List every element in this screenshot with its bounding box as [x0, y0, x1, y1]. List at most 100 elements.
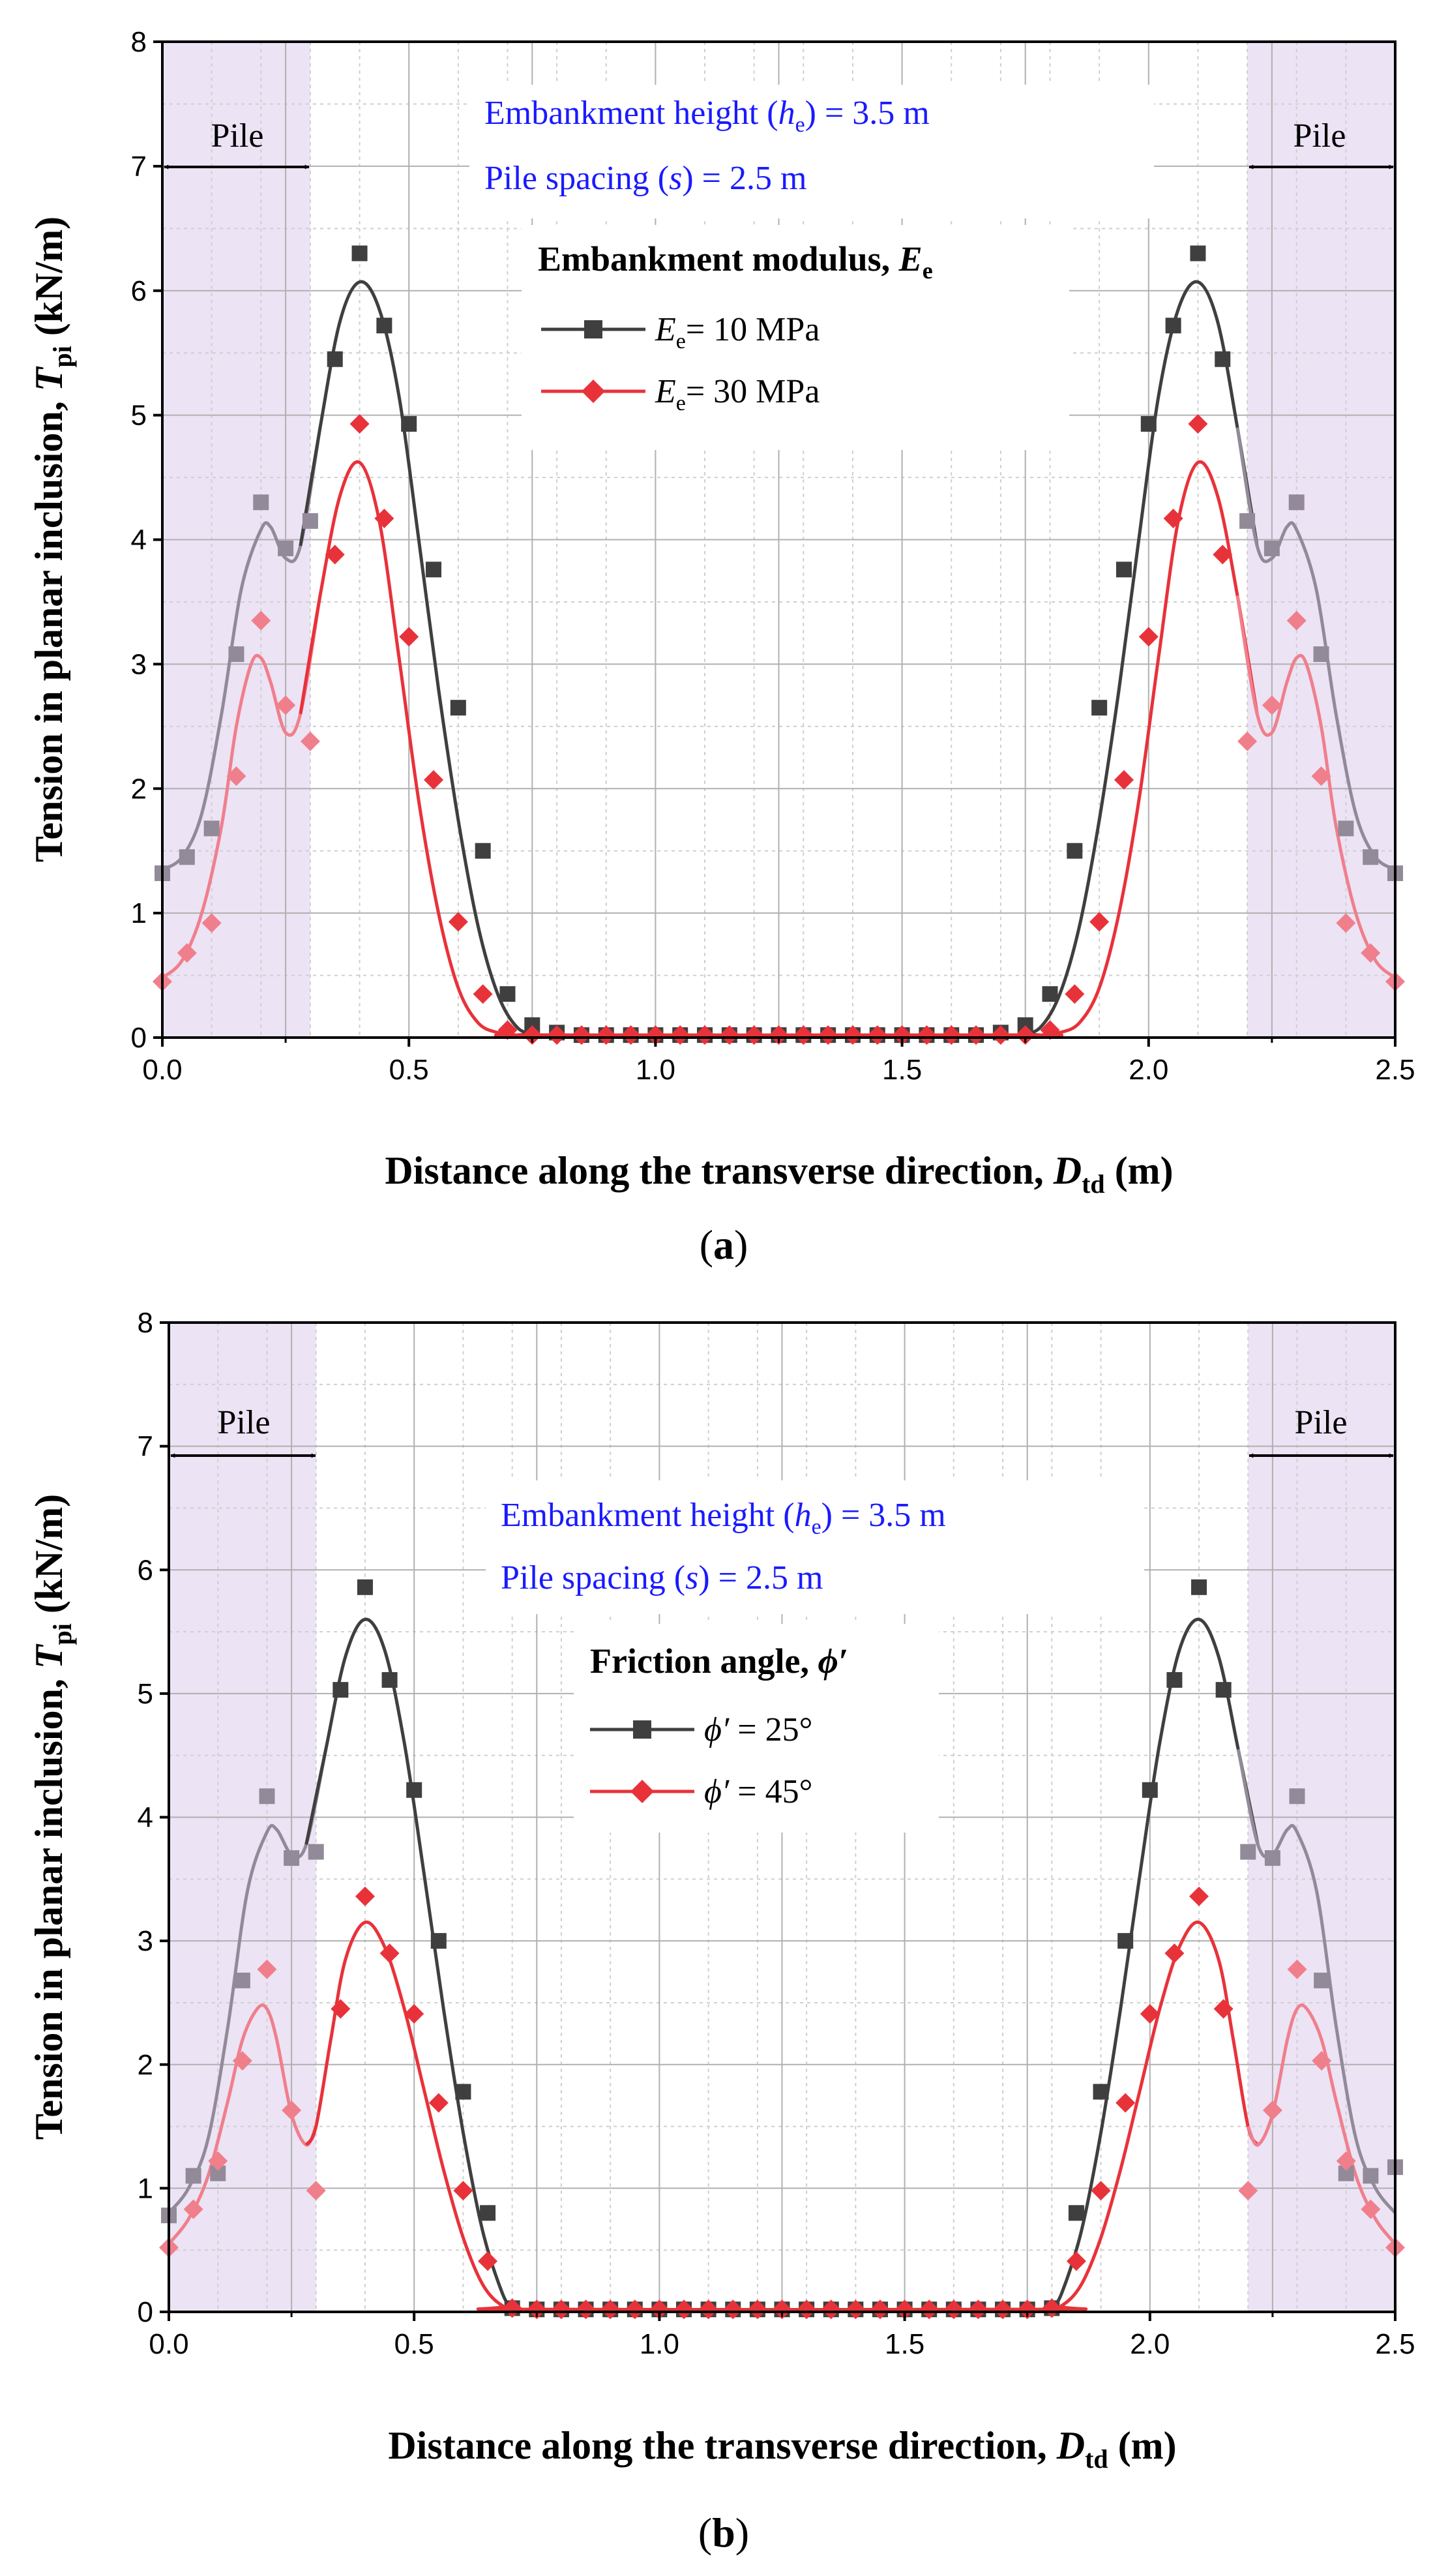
x-tick-label: 2.0 [1130, 2328, 1170, 2360]
data-point-series-2 [1164, 1943, 1185, 1964]
pile-label-left: Pile [211, 117, 264, 155]
data-point-series-2 [325, 545, 345, 565]
data-point-series-1 [357, 1579, 373, 1595]
data-point-series-2 [674, 2299, 694, 2320]
data-point-series-2 [473, 984, 493, 1004]
data-point-series-2 [183, 2199, 203, 2219]
x-tick-label: 2.0 [1129, 1054, 1168, 1086]
data-point-series-2 [448, 912, 468, 932]
data-point-series-2 [208, 2151, 228, 2171]
data-point-series-1 [1068, 2205, 1084, 2221]
data-point-series-2 [497, 1020, 518, 1040]
data-point-series-1 [381, 1672, 398, 1688]
data-point-series-2 [1065, 984, 1085, 1004]
data-point-series-2 [306, 2181, 326, 2201]
data-point-series-1 [1215, 351, 1231, 367]
data-point-series-1 [1190, 245, 1206, 262]
data-point-series-2 [1213, 545, 1233, 565]
x-tick-label: 1.5 [885, 2328, 924, 2360]
data-point-series-2 [797, 2299, 817, 2320]
data-point-series-1 [203, 820, 220, 837]
data-point-series-2 [1287, 1959, 1307, 1979]
legend-label-series-1: Ee= 10 MPa [655, 311, 820, 353]
y-tick-label: 5 [131, 400, 147, 432]
data-point-series-1 [1165, 318, 1181, 334]
data-point-series-2 [1091, 2181, 1111, 2201]
data-point-series-1 [1240, 1844, 1256, 1860]
data-point-series-2 [645, 1025, 666, 1045]
data-point-series-2 [551, 2299, 571, 2320]
data-point-series-2 [1361, 2199, 1381, 2219]
data-point-series-2 [621, 1025, 641, 1045]
data-point-series-2 [257, 1959, 277, 1979]
y-tick-label: 3 [131, 648, 147, 680]
data-point-series-1 [308, 1844, 324, 1860]
pile-label-right: Pile [1295, 1404, 1348, 1441]
data-point-series-2 [818, 1025, 838, 1045]
data-point-series-2 [625, 2299, 645, 2320]
y-tick-label: 5 [138, 1678, 153, 1710]
y-axis-title: Tension in planar inclusion, Tpi (kN/m) [27, 217, 77, 862]
data-point-series-2 [846, 2299, 866, 2320]
data-point-series-2 [1213, 1999, 1234, 2019]
x-axis-title: Distance along the transverse direction,… [385, 1149, 1173, 1199]
legend-label-series-1: ϕ′ = 25° [704, 1711, 812, 1748]
y-tick-label: 8 [131, 26, 147, 58]
data-point-series-1 [1314, 1972, 1330, 1988]
data-point-series-1 [1093, 2084, 1109, 2100]
x-tick-label: 2.5 [1375, 1054, 1415, 1086]
data-point-series-1 [278, 540, 294, 556]
legend-box [522, 225, 1069, 450]
x-tick-label: 2.5 [1375, 2328, 1415, 2360]
data-point-series-2 [698, 2299, 718, 2320]
data-point-series-2 [300, 731, 320, 751]
data-point-series-1 [430, 1933, 447, 1949]
x-tick-label: 0.0 [142, 1054, 182, 1086]
data-point-series-2 [1311, 766, 1331, 786]
data-point-series-2 [1361, 943, 1381, 963]
data-point-series-2 [1286, 610, 1307, 631]
y-tick-label: 8 [138, 1307, 153, 1339]
panel-label-b: (b) [698, 2509, 749, 2556]
data-point-series-2 [892, 1025, 912, 1045]
data-point-series-2 [453, 2181, 473, 2201]
data-point-series-2 [670, 1025, 690, 1045]
legend-title: Embankment modulus, Ee [538, 239, 933, 284]
x-tick-label: 1.5 [882, 1054, 922, 1086]
data-point-series-2 [399, 627, 419, 647]
legend-marker-series-1 [633, 1720, 651, 1739]
data-point-series-1 [351, 245, 368, 262]
y-tick-label: 4 [138, 1802, 153, 1834]
data-point-series-2 [1017, 2299, 1037, 2320]
y-tick-label: 6 [138, 1554, 153, 1586]
data-point-series-1 [480, 2205, 496, 2221]
data-point-series-2 [600, 2299, 621, 2320]
data-point-series-1 [450, 700, 466, 716]
data-point-series-2 [201, 913, 222, 933]
data-point-series-1 [1191, 1579, 1207, 1595]
data-point-series-2 [1089, 912, 1110, 932]
data-point-series-2 [1262, 695, 1282, 715]
data-point-series-1 [259, 1788, 275, 1805]
series-line-2 [1246, 2003, 1396, 2245]
data-point-series-2 [1015, 1025, 1035, 1045]
data-point-series-1 [376, 318, 392, 334]
y-tick-label: 4 [131, 524, 147, 556]
series-line-1 [1236, 1748, 1396, 2214]
x-axis-title: Distance along the transverse direction,… [388, 2424, 1176, 2474]
data-point-series-1 [1067, 843, 1083, 859]
data-point-series-2 [917, 1025, 937, 1045]
data-point-series-2 [349, 413, 370, 434]
data-point-series-2 [870, 2299, 890, 2320]
data-point-series-2 [571, 1025, 591, 1045]
data-point-series-2 [1163, 509, 1183, 529]
y-axis-title: Tension in planar inclusion, Tpi (kN/m) [27, 1494, 77, 2140]
series-line-1 [168, 1748, 328, 2214]
y-tick-label: 2 [131, 773, 147, 805]
data-point-series-2 [842, 1025, 863, 1045]
data-point-series-2 [1262, 2100, 1282, 2120]
legend-marker-series-2 [630, 1780, 654, 1803]
series-line-2 [161, 595, 322, 980]
x-tick-label: 0.5 [394, 2328, 434, 2360]
